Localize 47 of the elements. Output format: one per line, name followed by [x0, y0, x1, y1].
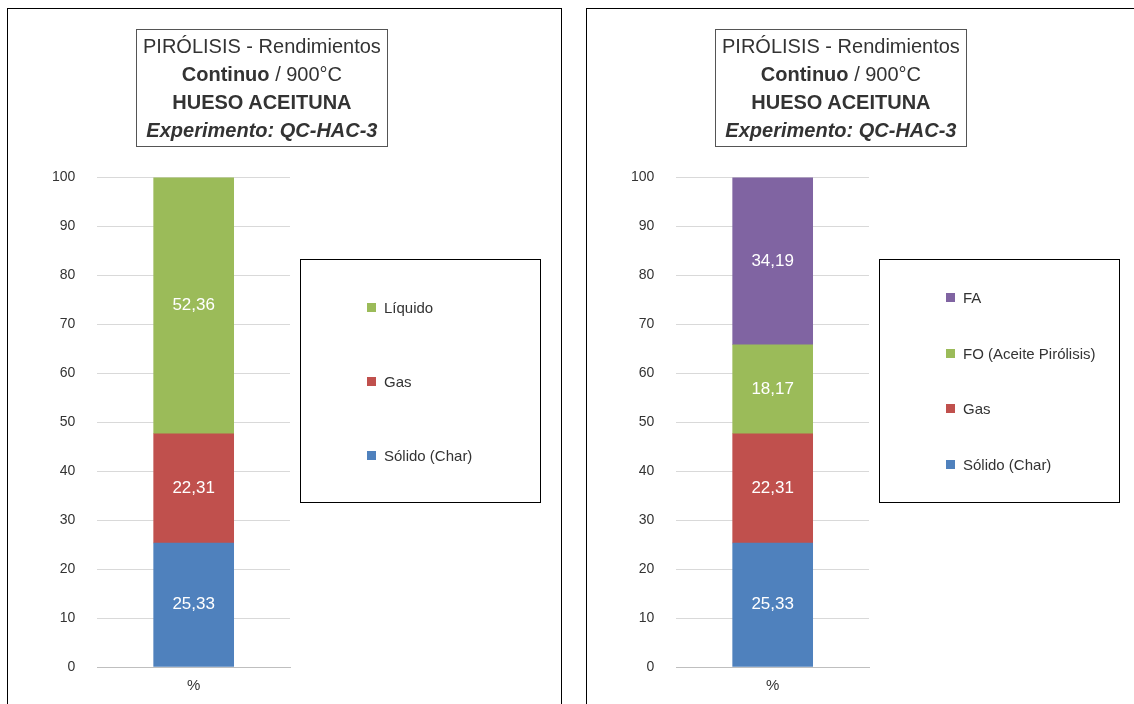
y-tick-label: 100 [631, 168, 655, 185]
x-tick-label: % [766, 676, 780, 694]
legend-label: FA [963, 289, 982, 307]
y-tick-label: 30 [59, 510, 76, 527]
data-label: 34,19 [751, 250, 794, 270]
data-label: 22,31 [751, 478, 794, 498]
bar [732, 542, 814, 667]
legend-label: FO (Aceite Pirólisis) [963, 344, 1096, 362]
legend-label: Líquido [384, 298, 434, 316]
bar [732, 177, 814, 346]
bar [153, 177, 235, 435]
y-tick-label: 60 [59, 364, 76, 381]
legend-label: Gas [963, 400, 991, 418]
y-tick-label: 90 [59, 217, 76, 234]
bar [153, 542, 235, 667]
y-tick-label: 60 [638, 364, 655, 381]
y-tick-label: 90 [638, 217, 655, 234]
y-tick-label: 70 [59, 315, 76, 332]
y-tick-label: 100 [52, 168, 76, 185]
legend-label: Sólido (Char) [384, 446, 473, 464]
data-label: 25,33 [172, 594, 215, 614]
y-tick-label: 80 [59, 266, 76, 283]
y-tick-label: 20 [59, 559, 76, 576]
legend-label: Gas [384, 372, 412, 390]
bar [732, 344, 814, 435]
y-tick-label: 40 [638, 462, 655, 479]
chart-title: PIRÓLISIS - Rendimientos Continuo / 900°C HUESO ACEITUNA Experimento: QC-HAC-3 [143, 34, 381, 143]
bar [732, 433, 814, 544]
y-tick-label: 80 [638, 266, 655, 283]
data-label: 18,17 [751, 378, 794, 398]
legend-label: Sólido (Char) [963, 455, 1052, 473]
x-tick-label: % [187, 676, 201, 694]
y-tick-label: 10 [59, 608, 76, 625]
y-tick-label: 0 [646, 657, 655, 674]
y-tick-label: 50 [59, 413, 76, 430]
data-label: 25,33 [751, 594, 794, 614]
y-tick-label: 20 [638, 559, 655, 576]
y-tick-label: 50 [638, 413, 655, 430]
y-tick-label: 0 [67, 657, 76, 674]
y-tick-label: 30 [638, 510, 655, 527]
data-label: 52,36 [172, 295, 215, 315]
y-tick-label: 10 [638, 608, 655, 625]
chart-title: PIRÓLISIS - Rendimientos Continuo / 900°C HUESO ACEITUNA Experimento: QC-HAC-3 [722, 34, 960, 143]
y-tick-label: 70 [638, 315, 655, 332]
y-tick-label: 40 [59, 462, 76, 479]
bar [153, 433, 235, 544]
data-label: 22,31 [172, 478, 215, 498]
